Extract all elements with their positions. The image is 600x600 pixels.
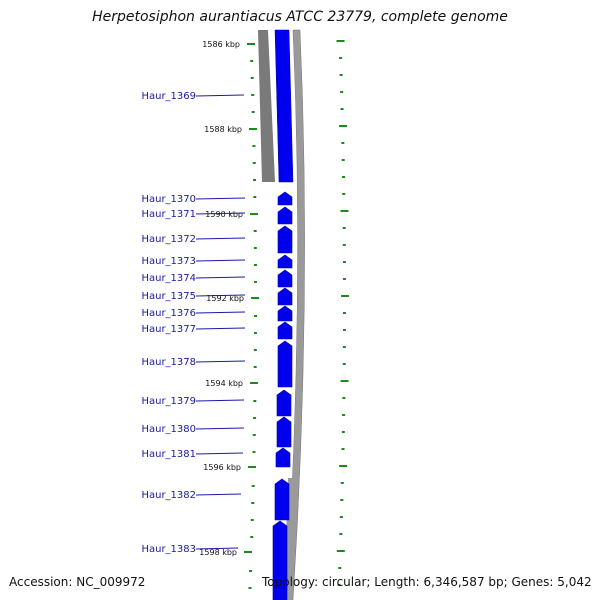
- gene-label: Haur_1374: [141, 273, 196, 284]
- gene-leader-line: [195, 311, 246, 314]
- gene-labels: Haur_1369 Haur_1370 Haur_1371 Haur_1372 Haur…: [141, 91, 246, 555]
- map-title: Herpetosiphon aurantiacus ATCC 23779, co…: [92, 9, 508, 25]
- gene-leader-line: [195, 360, 246, 363]
- scale-tick-label: 1590 kbp: [205, 210, 243, 219]
- gene-arrow: [272, 520, 288, 600]
- gene-leader-line: [195, 399, 245, 402]
- gene-label: Haur_1369: [141, 91, 196, 102]
- gene-leader-line: [195, 237, 246, 240]
- gene-arrow: [277, 340, 293, 388]
- gene-label: Haur_1371: [141, 209, 196, 220]
- gene-leader-line: [195, 212, 246, 215]
- scale-ticks: 1586 kbp 1588 kbp 1590 kbp 1592 kbp 1594 kbp…: [199, 40, 259, 557]
- gene-arrow: [274, 478, 290, 521]
- gene-arc-top: [274, 29, 294, 183]
- gene-arrow: [276, 416, 292, 448]
- gene-arrow: [277, 321, 293, 340]
- gene-arrow: [277, 287, 293, 306]
- gene-leader-line: [195, 276, 246, 279]
- inner-backbone-ring: [258, 30, 275, 182]
- gene-label: Haur_1378: [141, 357, 196, 368]
- gene-label: Haur_1382: [141, 490, 196, 501]
- gene-arrow: [277, 206, 293, 225]
- minor-ticks: [248, 60, 257, 589]
- gene-arrow: [277, 305, 293, 322]
- gene-label: Haur_1381: [141, 449, 196, 460]
- gene-label: Haur_1370: [141, 194, 196, 205]
- gene-label: Haur_1379: [141, 396, 196, 407]
- gene-arrow: [276, 389, 292, 417]
- scale-tick-label: 1598 kbp: [199, 548, 237, 557]
- gene-leader-line: [195, 427, 245, 430]
- gene-leader-line: [195, 327, 246, 330]
- gene-label: Haur_1383: [141, 544, 196, 555]
- outer-backbone-ring: [285, 29, 305, 600]
- scale-tick-label: 1596 kbp: [203, 463, 241, 472]
- gene-leader-line: [195, 197, 246, 200]
- gene-label: Haur_1376: [141, 308, 196, 319]
- scale-tick-label: 1586 kbp: [202, 40, 240, 49]
- gene-label: Haur_1375: [141, 291, 196, 302]
- gene-leader-line: [195, 94, 245, 97]
- gene-features: [272, 191, 293, 600]
- gene-leader-line: [195, 493, 242, 496]
- gene-label: Haur_1372: [141, 234, 196, 245]
- genome-stats-text: Topology: circular; Length: 6,346,587 bp…: [262, 575, 592, 589]
- gene-arrow: [277, 254, 293, 269]
- scale-tick-label: 1594 kbp: [205, 379, 243, 388]
- gene-arrow: [277, 191, 293, 206]
- gene-arrow: [277, 225, 293, 254]
- accession-text: Accession: NC_009972: [9, 575, 146, 589]
- scale-tick-label: 1588 kbp: [204, 125, 242, 134]
- gene-label: Haur_1373: [141, 256, 196, 267]
- gene-label: Haur_1377: [141, 324, 196, 335]
- gene-arrow: [275, 447, 291, 468]
- gene-leader-line: [195, 294, 246, 297]
- gene-leader-line: [195, 259, 246, 262]
- outer-ticks: [336, 40, 349, 586]
- scale-tick-label: 1592 kbp: [206, 294, 244, 303]
- gene-label: Haur_1380: [141, 424, 196, 435]
- gene-arrow: [277, 269, 293, 288]
- gene-leader-line: [195, 547, 239, 550]
- gene-leader-line: [195, 452, 244, 455]
